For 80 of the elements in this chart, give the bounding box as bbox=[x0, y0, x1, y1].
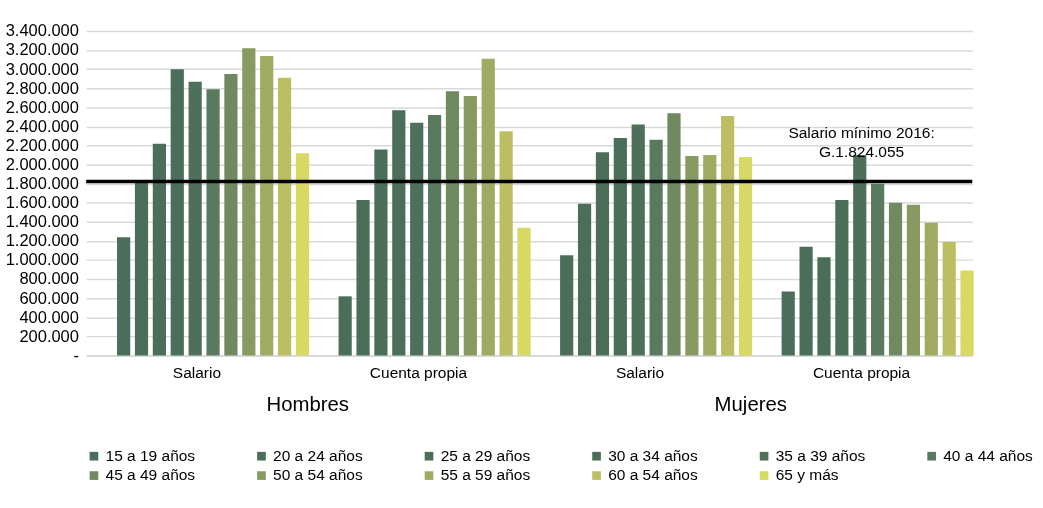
y-tick-label: 600.000 bbox=[19, 288, 79, 307]
y-tick-label: 800.000 bbox=[19, 269, 79, 288]
y-tick-label: 200.000 bbox=[19, 326, 79, 345]
x-tick-label: Cuenta propia bbox=[812, 364, 911, 382]
bar bbox=[685, 156, 699, 356]
bar bbox=[613, 137, 627, 356]
ref-line-label: Salario mínimo 2016: G.1.824.055 bbox=[788, 123, 935, 161]
legend-label: 15 a 19 años bbox=[105, 447, 196, 465]
y-tick-label: 3.200.000 bbox=[5, 40, 79, 59]
bar bbox=[206, 89, 220, 356]
x-tick-label: Cuenta propia bbox=[369, 364, 468, 382]
y-tick-label: 3.000.000 bbox=[5, 59, 79, 78]
y-tick-label: 1.000.000 bbox=[5, 250, 79, 269]
bar bbox=[277, 77, 292, 356]
bar bbox=[924, 222, 938, 356]
x-tick-label: Salario bbox=[615, 364, 665, 382]
bar bbox=[170, 69, 184, 356]
bar bbox=[445, 91, 460, 356]
bar bbox=[260, 55, 274, 356]
bar bbox=[560, 255, 574, 356]
y-tick-label: 1.800.000 bbox=[5, 174, 79, 193]
bar bbox=[577, 203, 592, 356]
bar bbox=[242, 48, 256, 356]
bar bbox=[853, 155, 867, 356]
y-tick-label: 1.600.000 bbox=[5, 193, 79, 212]
bar bbox=[781, 291, 795, 356]
bar bbox=[649, 139, 663, 356]
legend-label: 25 a 29 años bbox=[440, 447, 531, 465]
bar bbox=[338, 296, 352, 356]
bar bbox=[356, 199, 370, 356]
bar bbox=[871, 183, 885, 356]
bar bbox=[427, 115, 442, 356]
bar bbox=[410, 122, 424, 356]
bar bbox=[463, 95, 477, 356]
y-tick-label: 2.400.000 bbox=[5, 116, 79, 135]
bar bbox=[703, 155, 717, 356]
legend-label: 50 a 54 años bbox=[273, 466, 363, 484]
legend-label: 30 a 34 años bbox=[608, 447, 698, 465]
bar bbox=[152, 143, 166, 356]
legend-label: 45 a 49 años bbox=[105, 466, 196, 484]
y-tick-label: 1.200.000 bbox=[5, 231, 79, 250]
bar bbox=[942, 241, 956, 356]
bar bbox=[188, 81, 202, 356]
y-tick-label: 3.400.000 bbox=[5, 21, 79, 40]
bar bbox=[738, 157, 753, 356]
legend-label: 60 a 54 años bbox=[608, 466, 698, 484]
y-tick-label: 2.800.000 bbox=[5, 78, 79, 97]
bar bbox=[117, 237, 131, 356]
bar bbox=[960, 270, 974, 356]
bar bbox=[392, 110, 406, 356]
bar bbox=[224, 74, 238, 356]
y-tick-label: - bbox=[73, 345, 79, 364]
y-tick-label: 1.400.000 bbox=[5, 212, 79, 231]
legend-label: 20 a 24 años bbox=[273, 447, 363, 465]
bar bbox=[631, 124, 645, 356]
bar bbox=[667, 113, 681, 356]
x-tick-label: Salario bbox=[172, 364, 222, 382]
y-tick-label: 400.000 bbox=[19, 307, 79, 326]
text: Hombres bbox=[266, 392, 349, 415]
y-tick-label: 2.200.000 bbox=[5, 135, 79, 154]
bar bbox=[499, 131, 513, 356]
bar bbox=[295, 153, 310, 356]
bar bbox=[817, 257, 831, 356]
legend-label: 35 a 39 años bbox=[775, 447, 866, 465]
bar bbox=[721, 115, 735, 356]
bar bbox=[906, 204, 921, 356]
legend-label: 40 a 44 años bbox=[943, 447, 1034, 465]
legend-label: 65 y más bbox=[775, 466, 839, 484]
bar bbox=[517, 227, 531, 356]
y-tick-label: 2.600.000 bbox=[5, 97, 79, 116]
bar bbox=[799, 246, 813, 356]
bar bbox=[374, 149, 388, 356]
bar bbox=[888, 202, 903, 356]
y-tick-label: 2.000.000 bbox=[5, 154, 79, 173]
bar bbox=[835, 199, 849, 356]
legend-label: 55 a 59 años bbox=[440, 466, 531, 484]
bar bbox=[595, 152, 610, 356]
text: Mujeres bbox=[714, 392, 787, 415]
bar bbox=[481, 58, 495, 356]
bar bbox=[134, 180, 149, 356]
